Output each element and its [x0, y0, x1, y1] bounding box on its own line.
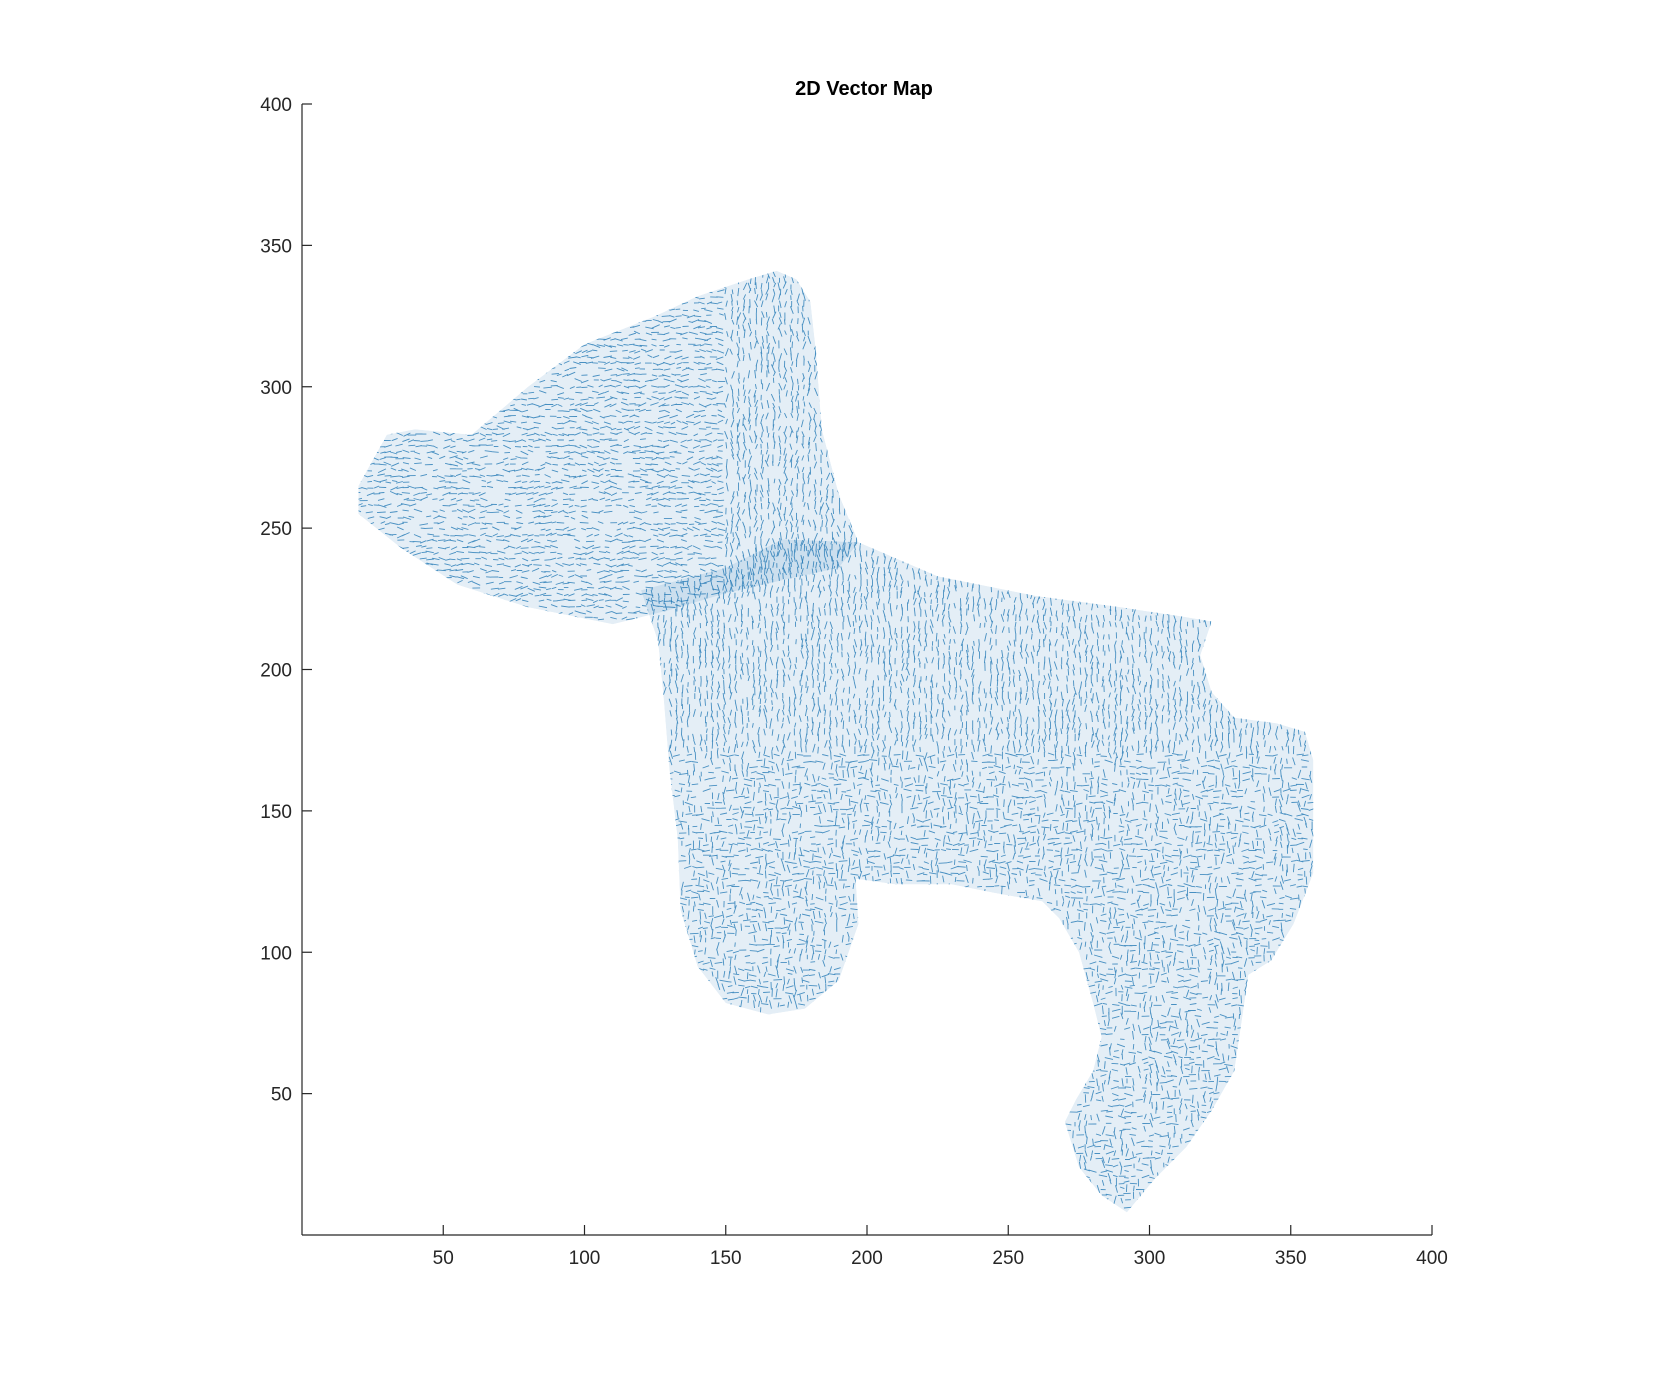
- x-tick-label: 350: [1275, 1248, 1307, 1269]
- x-tick-label: 150: [710, 1248, 742, 1269]
- x-tick-label: 200: [851, 1248, 883, 1269]
- x-tick-label: 100: [569, 1248, 601, 1269]
- y-tick-label: 50: [271, 1085, 292, 1106]
- x-tick-label: 250: [992, 1248, 1024, 1269]
- y-tick-label: 300: [260, 378, 292, 399]
- y-tick-label: 200: [260, 661, 292, 682]
- x-tick-label: 400: [1416, 1248, 1448, 1269]
- x-tick-label: 50: [433, 1248, 454, 1269]
- axes: 50 100 150 200 250 300 350 400 50 100 150 200 250 300…: [260, 95, 1448, 1269]
- y-tick-label: 350: [260, 236, 292, 257]
- y-tick-label: 150: [260, 802, 292, 823]
- plot-area: [358, 270, 1314, 1213]
- y-tick-label: 400: [260, 95, 292, 116]
- x-tick-label: 300: [1134, 1248, 1166, 1269]
- chart-title: 2D Vector Map: [795, 78, 933, 100]
- y-tick-label: 250: [260, 519, 292, 540]
- y-tick-label: 100: [260, 943, 292, 964]
